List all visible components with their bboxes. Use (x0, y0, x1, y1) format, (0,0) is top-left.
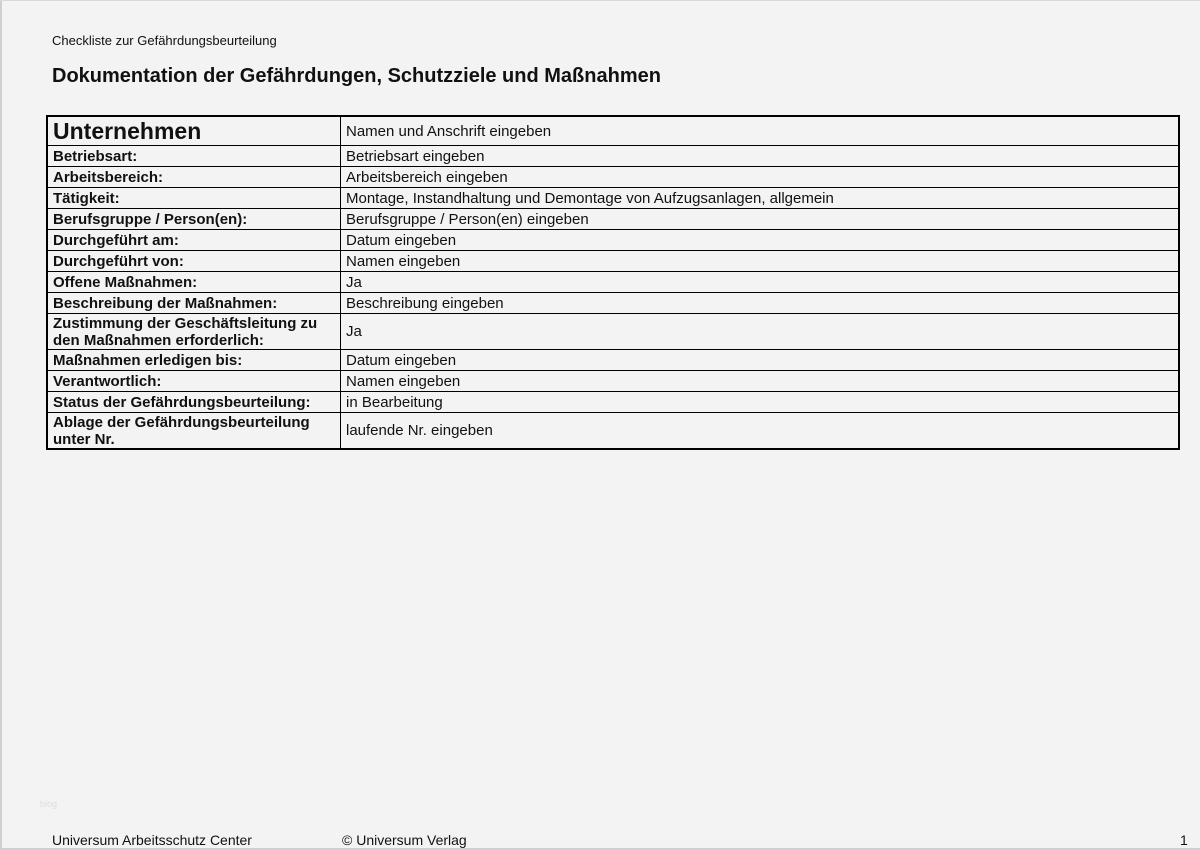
page-number: 1 (1180, 832, 1188, 848)
row-value[interactable]: Namen und Anschrift eingeben (340, 115, 1180, 146)
row-label: Verantwortlich: (46, 370, 341, 392)
row-label: Beschreibung der Maßnahmen: (46, 292, 341, 314)
footer-copyright: © Universum Verlag (342, 832, 467, 848)
row-value[interactable]: Ja (340, 313, 1180, 350)
table-row: Offene Maßnahmen: Ja (46, 271, 1180, 293)
table-row: Durchgeführt von: Namen eingeben (46, 250, 1180, 272)
row-label: Ablage der Gefährdungsbeurteilung unter … (46, 412, 341, 450)
table-row: Betriebsart: Betriebsart eingeben (46, 145, 1180, 167)
row-value[interactable]: Berufsgruppe / Person(en) eingeben (340, 208, 1180, 230)
row-label: Arbeitsbereich: (46, 166, 341, 188)
table-row: Zustimmung der Geschäftsleitung zu den M… (46, 313, 1180, 350)
page-edge (0, 0, 1200, 1)
table-row: Beschreibung der Maßnahmen: Beschreibung … (46, 292, 1180, 314)
page-title: Dokumentation der Gefährdungen, Schutzzi… (52, 65, 661, 87)
table-row: Maßnahmen erledigen bis: Datum eingeben (46, 349, 1180, 371)
page-edge (0, 0, 2, 850)
row-label: Unternehmen (46, 115, 341, 146)
row-label: Betriebsart: (46, 145, 341, 167)
assessment-table: Unternehmen Namen und Anschrift eingeben B… (46, 115, 1180, 450)
table-row: Tätigkeit: Montage, Instandhaltung und De… (46, 187, 1180, 209)
row-value[interactable]: laufende Nr. eingeben (340, 412, 1180, 450)
table-row: Berufsgruppe / Person(en): Berufsgruppe /… (46, 208, 1180, 230)
row-label: Status der Gefährdungsbeurteilung: (46, 391, 341, 413)
row-label: Offene Maßnahmen: (46, 271, 341, 293)
table-row: Durchgeführt am: Datum eingeben (46, 229, 1180, 251)
table-row: Status der Gefährdungsbeurteilung: in Bea… (46, 391, 1180, 413)
row-label: Zustimmung der Geschäftsleitung zu den M… (46, 313, 341, 350)
table-row: Unternehmen Namen und Anschrift eingeben (46, 115, 1180, 146)
row-value[interactable]: Datum eingeben (340, 349, 1180, 371)
row-value[interactable]: Montage, Instandhaltung und Demontage vo… (340, 187, 1180, 209)
row-value[interactable]: Betriebsart eingeben (340, 145, 1180, 167)
table-row: Verantwortlich: Namen eingeben (46, 370, 1180, 392)
document-subtitle: Checkliste zur Gefährdungsbeurteilung (52, 33, 277, 48)
row-label: Durchgeführt von: (46, 250, 341, 272)
watermark: blog (40, 799, 58, 809)
footer-left: Universum Arbeitsschutz Center (52, 832, 252, 848)
row-value[interactable]: Beschreibung eingeben (340, 292, 1180, 314)
row-value[interactable]: Arbeitsbereich eingeben (340, 166, 1180, 188)
row-value[interactable]: Datum eingeben (340, 229, 1180, 251)
row-label: Tätigkeit: (46, 187, 341, 209)
row-value[interactable]: Namen eingeben (340, 370, 1180, 392)
row-label: Berufsgruppe / Person(en): (46, 208, 341, 230)
row-value[interactable]: in Bearbeitung (340, 391, 1180, 413)
row-label: Maßnahmen erledigen bis: (46, 349, 341, 371)
row-label: Durchgeführt am: (46, 229, 341, 251)
table-row: Arbeitsbereich: Arbeitsbereich eingeben (46, 166, 1180, 188)
page-edge (0, 848, 1200, 850)
row-value[interactable]: Namen eingeben (340, 250, 1180, 272)
table-row: Ablage der Gefährdungsbeurteilung unter … (46, 412, 1180, 450)
row-value[interactable]: Ja (340, 271, 1180, 293)
